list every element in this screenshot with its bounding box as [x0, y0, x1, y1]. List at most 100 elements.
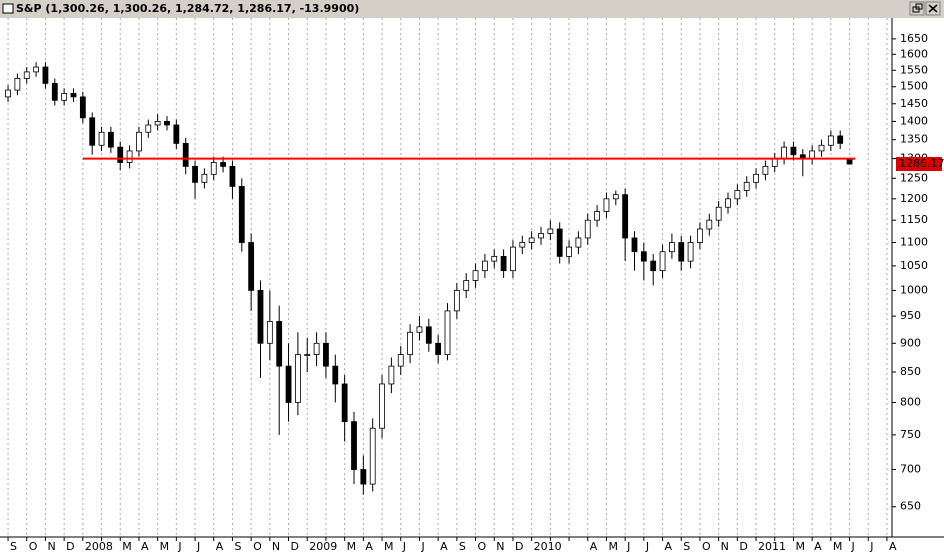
- candle-body: [14, 78, 21, 91]
- candle-body: [584, 219, 591, 239]
- candle-body: [23, 71, 30, 79]
- x-tick-label: S: [10, 540, 17, 553]
- candle-body: [407, 331, 413, 355]
- candle-body: [229, 165, 236, 187]
- y-tick-label: 1250: [900, 171, 928, 184]
- candle-body: [294, 354, 301, 403]
- candle-body: [164, 120, 170, 126]
- x-tick-label: J: [196, 540, 200, 553]
- candle-body: [481, 260, 488, 272]
- candle-body: [351, 421, 357, 470]
- candle-body: [827, 135, 834, 146]
- x-tick-label: A: [365, 540, 373, 553]
- candle-body: [538, 233, 544, 239]
- y-tick-label: 1450: [900, 97, 928, 110]
- x-tick-label: M: [833, 540, 843, 553]
- x-tick-label: M: [608, 540, 618, 553]
- candle-body: [360, 469, 367, 485]
- candle-body: [650, 260, 657, 272]
- candle-body: [220, 162, 226, 167]
- y-tick-label: 1650: [900, 32, 928, 45]
- candle-body: [51, 83, 58, 101]
- candle-body: [42, 66, 49, 84]
- candle-body: [556, 228, 563, 257]
- candle-body: [715, 206, 722, 221]
- restore-button[interactable]: [909, 1, 925, 16]
- y-tick-label: 1350: [900, 133, 928, 146]
- y-tick-label: 850: [900, 365, 921, 378]
- y-tick-label: 1000: [900, 283, 928, 296]
- candle-body: [332, 365, 339, 385]
- x-tick-label: J: [420, 540, 424, 553]
- candle-body: [818, 144, 825, 152]
- candle-body: [687, 242, 694, 262]
- x-tick-label: J: [869, 540, 873, 553]
- y-axis-panel: [892, 18, 944, 537]
- candle-body: [173, 124, 180, 144]
- candle-body: [416, 326, 423, 333]
- candle-body: [622, 194, 629, 239]
- x-tick-label: A: [665, 540, 673, 553]
- candle-body: [771, 158, 778, 167]
- x-tick-label: S: [459, 540, 466, 553]
- x-tick-label: J: [177, 540, 181, 553]
- candle-body: [238, 186, 245, 243]
- candle-body: [5, 89, 11, 98]
- candle-body: [201, 173, 208, 183]
- x-tick-label: A: [590, 540, 598, 553]
- x-tick-label: 2009: [309, 540, 337, 553]
- y-tick-label: 1550: [900, 63, 928, 76]
- y-tick-label: 950: [900, 309, 921, 322]
- candle-body: [612, 194, 619, 200]
- candle-body: [697, 228, 703, 243]
- close-button[interactable]: [925, 1, 941, 16]
- plot-area: [0, 18, 892, 537]
- candle-body: [304, 354, 311, 356]
- candle-body: [491, 256, 498, 262]
- candle-body: [89, 117, 96, 146]
- y-tick-label: 1150: [900, 213, 928, 226]
- x-tick-label: N: [272, 540, 280, 553]
- y-tick-label: 1100: [900, 236, 928, 249]
- window-title: S&P (1,300.26, 1,300.26, 1,284.72, 1,286…: [16, 2, 359, 15]
- x-tick-label: D: [739, 540, 747, 553]
- x-tick-label: N: [496, 540, 504, 553]
- x-tick-label: M: [795, 540, 805, 553]
- candle-body: [313, 342, 320, 355]
- x-tick-label: S: [683, 540, 690, 553]
- x-tick-label: A: [889, 540, 897, 553]
- x-tick-label: M: [122, 540, 131, 553]
- x-tick-label: A: [814, 540, 822, 553]
- x-tick-label: M: [160, 540, 170, 553]
- x-tick-label: J: [402, 540, 406, 553]
- candle-body: [435, 342, 442, 355]
- candle-body: [668, 242, 675, 253]
- candle-body: [500, 256, 507, 272]
- candle-body: [425, 326, 432, 344]
- x-tick-label: J: [645, 540, 649, 553]
- x-tick-label: D: [66, 540, 74, 553]
- candle-body: [706, 219, 713, 230]
- candle-body: [126, 150, 133, 163]
- candle-body: [734, 190, 741, 200]
- candle-body: [753, 173, 759, 183]
- candle-body: [510, 246, 516, 272]
- candle-body: [743, 181, 750, 191]
- candle-body: [266, 321, 273, 344]
- candle-body: [107, 131, 114, 148]
- x-tick-label: O: [478, 540, 487, 553]
- y-tick-label: 1500: [900, 80, 928, 93]
- candle-body: [444, 310, 451, 355]
- candle-body: [369, 427, 376, 485]
- y-tick-label: 1050: [900, 259, 928, 272]
- candle-body: [397, 354, 404, 367]
- candle-body: [61, 93, 68, 101]
- x-tick-label: O: [29, 540, 38, 553]
- y-tick-label: 1200: [900, 192, 928, 205]
- candle-body: [285, 365, 292, 403]
- candle-body: [594, 211, 600, 221]
- candle-body: [566, 246, 572, 257]
- x-tick-label: M: [384, 540, 394, 553]
